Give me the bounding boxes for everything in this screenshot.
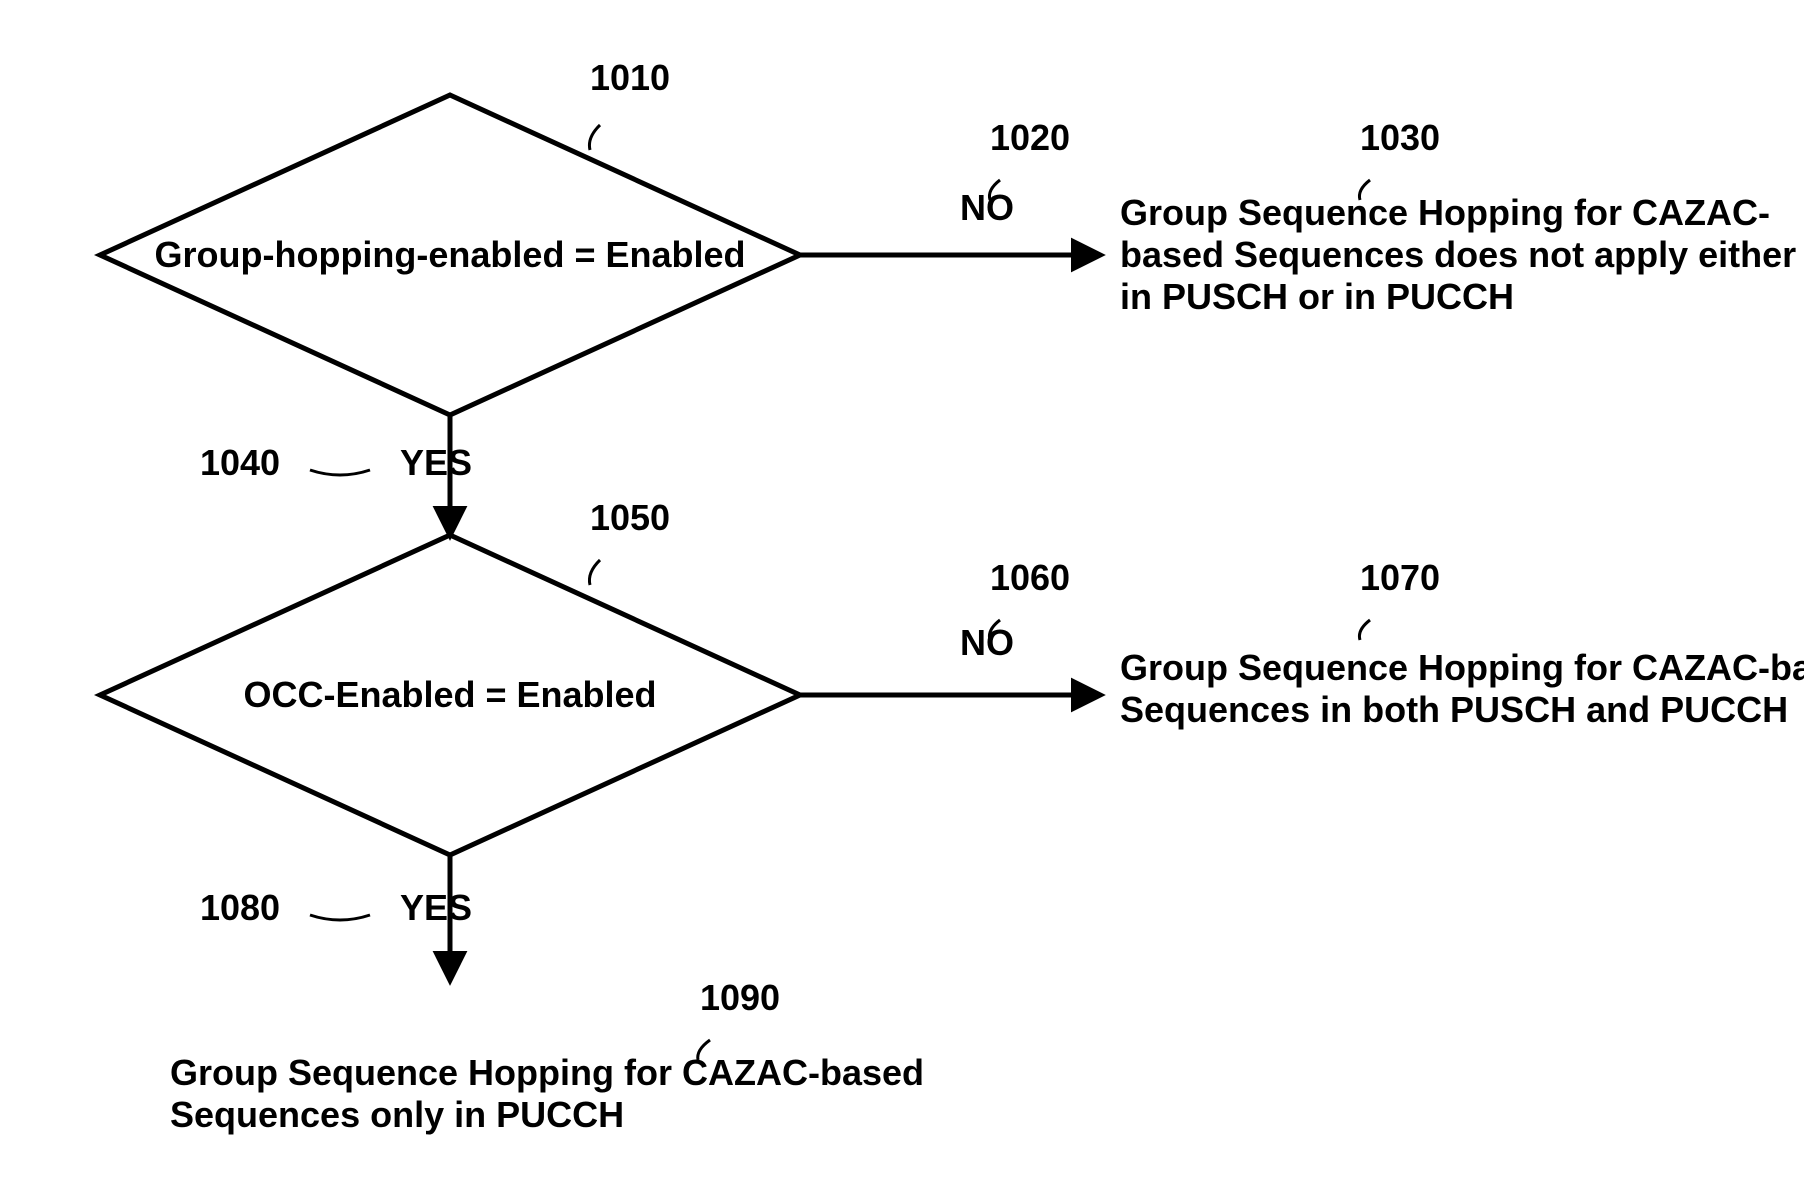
- result-1090-ref: 1090: [700, 977, 780, 1018]
- branch-no-2-ref: 1060: [990, 557, 1070, 598]
- branch-yes-2-label: YES: [400, 887, 472, 928]
- result-1030-line: Group Sequence Hopping for CAZAC-: [1120, 192, 1770, 233]
- branch-yes-1-ref: 1040: [200, 442, 280, 483]
- result-1030-line: in PUSCH or in PUCCH: [1120, 276, 1514, 317]
- branch-no-2-label: NO: [960, 622, 1014, 663]
- result-1070: Group Sequence Hopping for CAZAC-basedSe…: [1120, 647, 1804, 730]
- result-1030-ref: 1030: [1360, 117, 1440, 158]
- result-1090-line: Sequences only in PUCCH: [170, 1094, 624, 1135]
- result-1090: Group Sequence Hopping for CAZAC-basedSe…: [170, 1052, 924, 1135]
- result-1030-line: based Sequences does not apply either: [1120, 234, 1796, 275]
- result-1070-line: Group Sequence Hopping for CAZAC-based: [1120, 647, 1804, 688]
- result-1070-ref: 1070: [1360, 557, 1440, 598]
- decision1-label: Group-hopping-enabled = Enabled: [155, 234, 746, 275]
- decision1-ref-tick: [589, 125, 600, 150]
- branch-yes-2-ref-tick: [310, 915, 370, 920]
- decision1-ref: 1010: [590, 57, 670, 98]
- branch-yes-2-ref: 1080: [200, 887, 280, 928]
- branch-yes-1-label: YES: [400, 442, 472, 483]
- decision2-label: OCC-Enabled = Enabled: [243, 674, 656, 715]
- result-1030: Group Sequence Hopping for CAZAC-based S…: [1120, 192, 1796, 317]
- result-1090-line: Group Sequence Hopping for CAZAC-based: [170, 1052, 924, 1093]
- branch-yes-1-ref-tick: [310, 470, 370, 475]
- result-1070-line: Sequences in both PUSCH and PUCCH: [1120, 689, 1788, 730]
- decision2-ref-tick: [589, 560, 600, 585]
- branch-no-1-ref: 1020: [990, 117, 1070, 158]
- decision2: OCC-Enabled = Enabled: [100, 535, 800, 855]
- decision2-ref: 1050: [590, 497, 670, 538]
- result-1070-ref-tick: [1359, 620, 1370, 640]
- branch-no-1-label: NO: [960, 187, 1014, 228]
- decision1: Group-hopping-enabled = Enabled: [100, 95, 800, 415]
